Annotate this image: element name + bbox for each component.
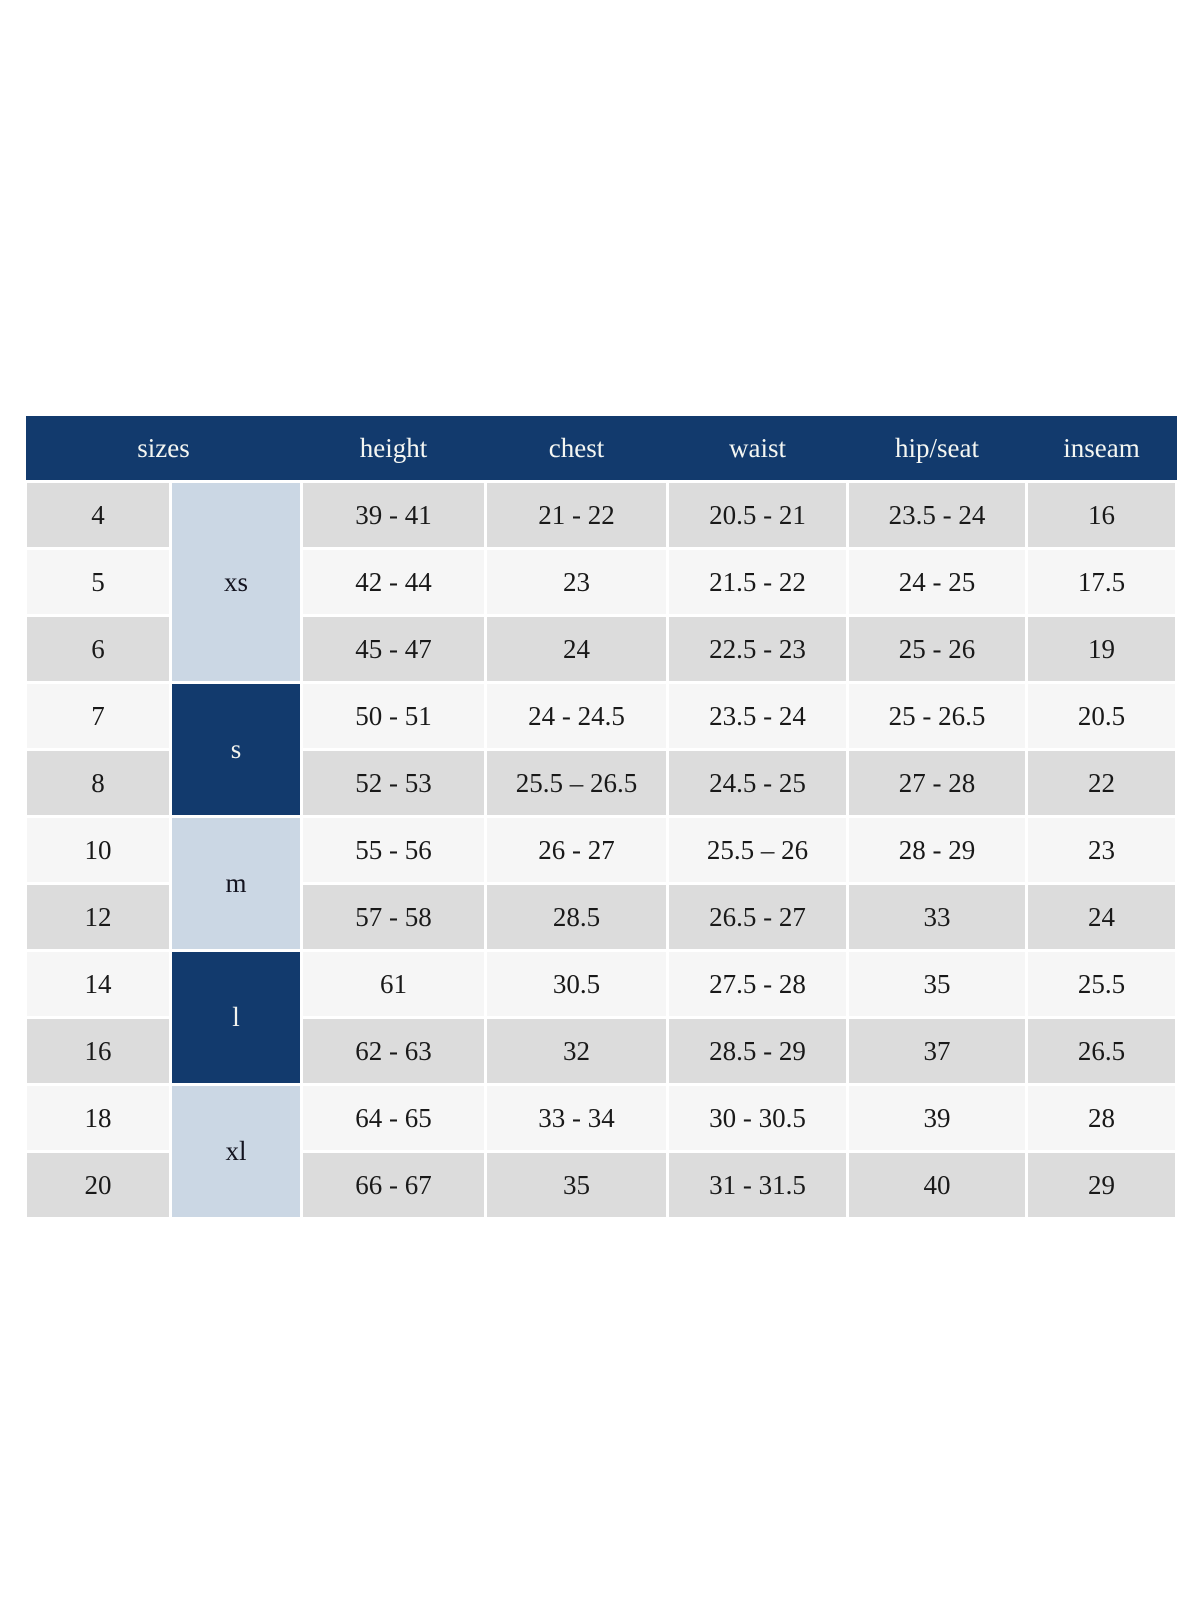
- table-row: 18 xl 64 - 65 33 - 34 30 - 30.5 39 28: [24, 1083, 1179, 1220]
- size-group-xs: 4 xs 39 - 41 21 - 22 20.5 - 21 23.5 - 24…: [24, 480, 1179, 684]
- size-cell: 6: [24, 614, 172, 684]
- hip-seat-cell: 40: [846, 1150, 1029, 1220]
- waist-cell: 28.5 - 29: [666, 1016, 850, 1086]
- size-cell: 7: [24, 681, 172, 751]
- hip-seat-cell: 23.5 - 24: [846, 480, 1029, 550]
- chest-cell: 32: [484, 1016, 670, 1086]
- column-header-hip-seat: hip/seat: [847, 416, 1027, 482]
- table-row: 5 42 - 44 23 21.5 - 22 24 - 25 17.5: [24, 547, 1179, 617]
- size-group-l: 14 l 61 30.5 27.5 - 28 35 25.5 16 62 - 6…: [24, 949, 1179, 1086]
- waist-cell: 27.5 - 28: [666, 949, 850, 1019]
- hip-seat-cell: 37: [846, 1016, 1029, 1086]
- size-cell: 5: [24, 547, 172, 617]
- size-group-label-xl: xl: [168, 1083, 304, 1220]
- size-cell: 20: [24, 1150, 172, 1220]
- hip-seat-cell: 24 - 25: [846, 547, 1029, 617]
- height-cell: 57 - 58: [300, 882, 488, 952]
- header-row: sizes height chest waist hip/seat inseam: [25, 416, 1177, 482]
- column-header-waist: waist: [667, 416, 848, 482]
- size-cell: 14: [24, 949, 172, 1019]
- waist-cell: 20.5 - 21: [666, 480, 850, 550]
- hip-seat-cell: 33: [846, 882, 1029, 952]
- hip-seat-cell: 27 - 28: [846, 748, 1029, 818]
- hip-seat-cell: 25 - 26.5: [846, 681, 1029, 751]
- size-group-label-xs: xs: [168, 480, 304, 684]
- height-cell: 66 - 67: [300, 1150, 488, 1220]
- chest-cell: 35: [484, 1150, 670, 1220]
- height-cell: 45 - 47: [300, 614, 488, 684]
- chest-cell: 26 - 27: [484, 815, 670, 885]
- chest-cell: 33 - 34: [484, 1083, 670, 1153]
- table-row: 16 62 - 63 32 28.5 - 29 37 26.5: [24, 1016, 1179, 1086]
- size-cell: 12: [24, 882, 172, 952]
- waist-cell: 31 - 31.5: [666, 1150, 850, 1220]
- table-row: 7 s 50 - 51 24 - 24.5 23.5 - 24 25 - 26.…: [24, 681, 1179, 818]
- inseam-cell: 19: [1025, 614, 1179, 684]
- size-group-s: 7 s 50 - 51 24 - 24.5 23.5 - 24 25 - 26.…: [24, 681, 1179, 818]
- size-group-label-l: l: [168, 949, 304, 1086]
- hip-seat-cell: 28 - 29: [846, 815, 1029, 885]
- inseam-cell: 24: [1025, 882, 1179, 952]
- size-group-xl: 18 xl 64 - 65 33 - 34 30 - 30.5 39 28 20…: [24, 1083, 1179, 1220]
- waist-cell: 30 - 30.5: [666, 1083, 850, 1153]
- size-cell: 16: [24, 1016, 172, 1086]
- height-cell: 61: [300, 949, 488, 1019]
- height-cell: 42 - 44: [300, 547, 488, 617]
- inseam-cell: 25.5: [1025, 949, 1179, 1019]
- waist-cell: 25.5 – 26: [666, 815, 850, 885]
- chest-cell: 24: [484, 614, 670, 684]
- table-row: 4 xs 39 - 41 21 - 22 20.5 - 21 23.5 - 24…: [24, 480, 1179, 684]
- table-row: 14 l 61 30.5 27.5 - 28 35 25.5: [24, 949, 1179, 1086]
- table-row: 10 m 55 - 56 26 - 27 25.5 – 26 28 - 29 2…: [24, 815, 1179, 952]
- column-header-height: height: [301, 416, 486, 482]
- column-header-chest: chest: [485, 416, 668, 482]
- size-chart-table: sizes height chest waist hip/seat inseam…: [24, 416, 1179, 1220]
- chest-cell: 21 - 22: [484, 480, 670, 550]
- table-row: 20 66 - 67 35 31 - 31.5 40 29: [24, 1150, 1179, 1220]
- inseam-cell: 29: [1025, 1150, 1179, 1220]
- waist-cell: 26.5 - 27: [666, 882, 850, 952]
- chest-cell: 23: [484, 547, 670, 617]
- size-group-m: 10 m 55 - 56 26 - 27 25.5 – 26 28 - 29 2…: [24, 815, 1179, 952]
- height-cell: 62 - 63: [300, 1016, 488, 1086]
- hip-seat-cell: 25 - 26: [846, 614, 1029, 684]
- inseam-cell: 20.5: [1025, 681, 1179, 751]
- chest-cell: 30.5: [484, 949, 670, 1019]
- inseam-cell: 17.5: [1025, 547, 1179, 617]
- size-cell: 10: [24, 815, 172, 885]
- size-cell: 18: [24, 1083, 172, 1153]
- height-cell: 64 - 65: [300, 1083, 488, 1153]
- size-group-label-m: m: [168, 815, 304, 952]
- size-cell: 4: [24, 480, 172, 550]
- column-header-sizes: sizes: [25, 416, 302, 482]
- height-cell: 55 - 56: [300, 815, 488, 885]
- size-group-label-s: s: [168, 681, 304, 818]
- waist-cell: 22.5 - 23: [666, 614, 850, 684]
- column-header-inseam: inseam: [1026, 416, 1177, 482]
- waist-cell: 24.5 - 25: [666, 748, 850, 818]
- size-cell: 8: [24, 748, 172, 818]
- inseam-cell: 22: [1025, 748, 1179, 818]
- height-cell: 39 - 41: [300, 480, 488, 550]
- height-cell: 52 - 53: [300, 748, 488, 818]
- chest-cell: 25.5 – 26.5: [484, 748, 670, 818]
- hip-seat-cell: 39: [846, 1083, 1029, 1153]
- hip-seat-cell: 35: [846, 949, 1029, 1019]
- waist-cell: 21.5 - 22: [666, 547, 850, 617]
- inseam-cell: 16: [1025, 480, 1179, 550]
- waist-cell: 23.5 - 24: [666, 681, 850, 751]
- inseam-cell: 28: [1025, 1083, 1179, 1153]
- table-row: 6 45 - 47 24 22.5 - 23 25 - 26 19: [24, 614, 1179, 684]
- table-row: 12 57 - 58 28.5 26.5 - 27 33 24: [24, 882, 1179, 952]
- table-row: 8 52 - 53 25.5 – 26.5 24.5 - 25 27 - 28 …: [24, 748, 1179, 818]
- height-cell: 50 - 51: [300, 681, 488, 751]
- inseam-cell: 26.5: [1025, 1016, 1179, 1086]
- chest-cell: 24 - 24.5: [484, 681, 670, 751]
- chest-cell: 28.5: [484, 882, 670, 952]
- inseam-cell: 23: [1025, 815, 1179, 885]
